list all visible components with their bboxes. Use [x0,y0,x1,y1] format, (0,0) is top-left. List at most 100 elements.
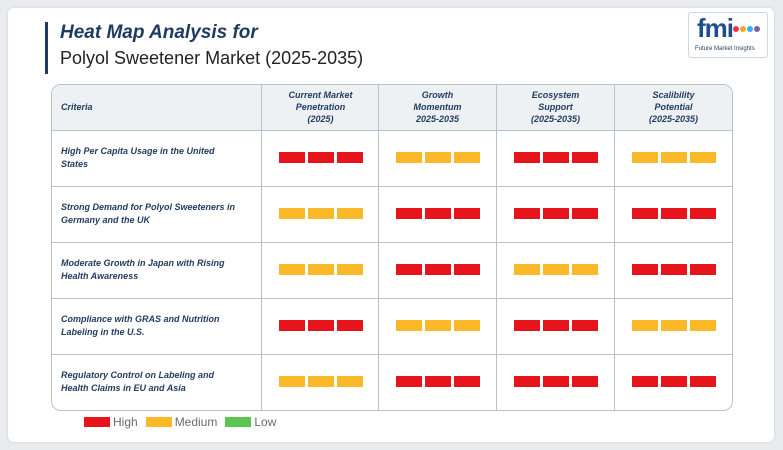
criteria-label-line: Compliance with GRAS and Nutrition [61,314,220,324]
legend-swatch [145,417,172,427]
rating-block-medium [307,264,334,275]
rating-block-medium [336,376,363,387]
rating-block-high [424,376,451,387]
heatmap-cell [497,208,614,220]
rating-block-high [660,264,687,275]
rating-block-medium [631,152,658,163]
rating-block-high [278,320,305,331]
heatmap-cell [379,152,496,164]
column-separator [378,85,379,410]
rating-block-medium [424,320,451,331]
rating-block-high [689,376,716,387]
rating-block-high [395,208,422,219]
criteria-label: High Per Capita Usage in the United State… [61,145,256,171]
rating-block-high [631,208,658,219]
rating-block-medium [631,320,658,331]
rating-block-high [453,376,480,387]
rating-block-high [631,264,658,275]
column-header-line: Support [538,102,573,112]
heatmap-cell [615,376,732,388]
heatmap-cell [497,152,614,164]
rating-block-medium [395,320,422,331]
heatmap-cell [262,208,379,220]
heatmap-cell [379,320,496,332]
rating-block-high [453,208,480,219]
legend-label: Low [254,415,277,429]
criteria-label: Strong Demand for Polyol Sweeteners in Ge… [61,201,256,227]
criteria-label-line: High Per Capita Usage in the United [61,146,215,156]
heatmap-cell [615,152,732,164]
logo-dot [747,26,753,32]
rating-block-medium [424,152,451,163]
rating-block-high [395,376,422,387]
criteria-header: Criteria [61,102,93,112]
rating-block-high [542,376,569,387]
heatmap-cell [615,320,732,332]
rating-block-medium [453,152,480,163]
logo-word: fmi [697,13,734,43]
rating-block-medium [307,208,334,219]
heatmap-cell [379,208,496,220]
column-separator [496,85,497,410]
rating-block-high [571,320,598,331]
heatmap-cell [379,264,496,276]
criteria-label-line: Health Awareness [61,271,139,281]
column-header-line: 2025-2035 [415,114,460,124]
rating-block-high [307,320,334,331]
rating-block-high [513,376,540,387]
logo-dot [740,26,746,32]
rating-block-high [542,320,569,331]
criteria-label-line: Labeling in the U.S. [61,327,145,337]
rating-block-medium [278,376,305,387]
logo-dot [754,26,760,32]
rating-block-medium [336,208,363,219]
row-separator [52,354,732,355]
rating-block-high [571,376,598,387]
criteria-label: Compliance with GRAS and Nutrition Labeli… [61,313,256,339]
logo-dots-icon [733,19,761,37]
heatmap-cell [615,208,732,220]
criteria-label: Regulatory Control on Labeling and Health… [61,369,256,395]
heatmap-cell [262,264,379,276]
legend-label: Medium [174,415,218,429]
legend-swatch [225,417,252,427]
rating-block-high [542,208,569,219]
rating-block-high [395,264,422,275]
rating-block-medium [278,208,305,219]
legend-item-low: Low [225,415,276,429]
rating-block-medium [513,264,540,275]
heatmap-table: Criteria Current Market Penetration (2025)… [51,84,733,411]
heatmap-cell [615,264,732,276]
legend-item-high: High [84,415,138,429]
rating-block-medium [660,152,687,163]
heatmap-cell [497,376,614,388]
criteria-label-line: Germany and the UK [61,215,151,225]
legend-item-medium: Medium [145,415,218,429]
rating-block-high [336,320,363,331]
title-accent-bar [45,22,48,74]
rating-block-medium [660,320,687,331]
column-header-line: Momentum [413,102,462,112]
heatmap-cell [379,376,496,388]
rating-block-high [336,152,363,163]
heatmap-cell [497,264,614,276]
heatmap-cell [262,320,379,332]
column-header: Current Market Penetration (2025) [262,89,379,125]
legend-label: High [113,415,138,429]
rating-block-high [424,264,451,275]
column-header: Ecosystem Support (2025-2035) [497,89,614,125]
criteria-label-line: Strong Demand for Polyol Sweeteners in [61,202,236,212]
criteria-label-line: Health Claims in EU and Asia [61,383,186,393]
rating-block-medium [453,320,480,331]
column-header-line: Current Market [288,90,353,100]
rating-block-high [660,208,687,219]
legend-swatch [84,417,110,427]
column-header-line: (2025-2035) [530,114,581,124]
logo-tagline: Future Market Insights [695,46,755,52]
column-header-line: Growth [421,90,454,100]
rating-block-high [513,208,540,219]
fmi-logo: fmi Future Market Insights [688,12,768,58]
column-header-line: (2025-2035) [648,114,699,124]
page-title: Heat Map Analysis for [60,22,258,43]
criteria-label-line: States [61,159,89,169]
